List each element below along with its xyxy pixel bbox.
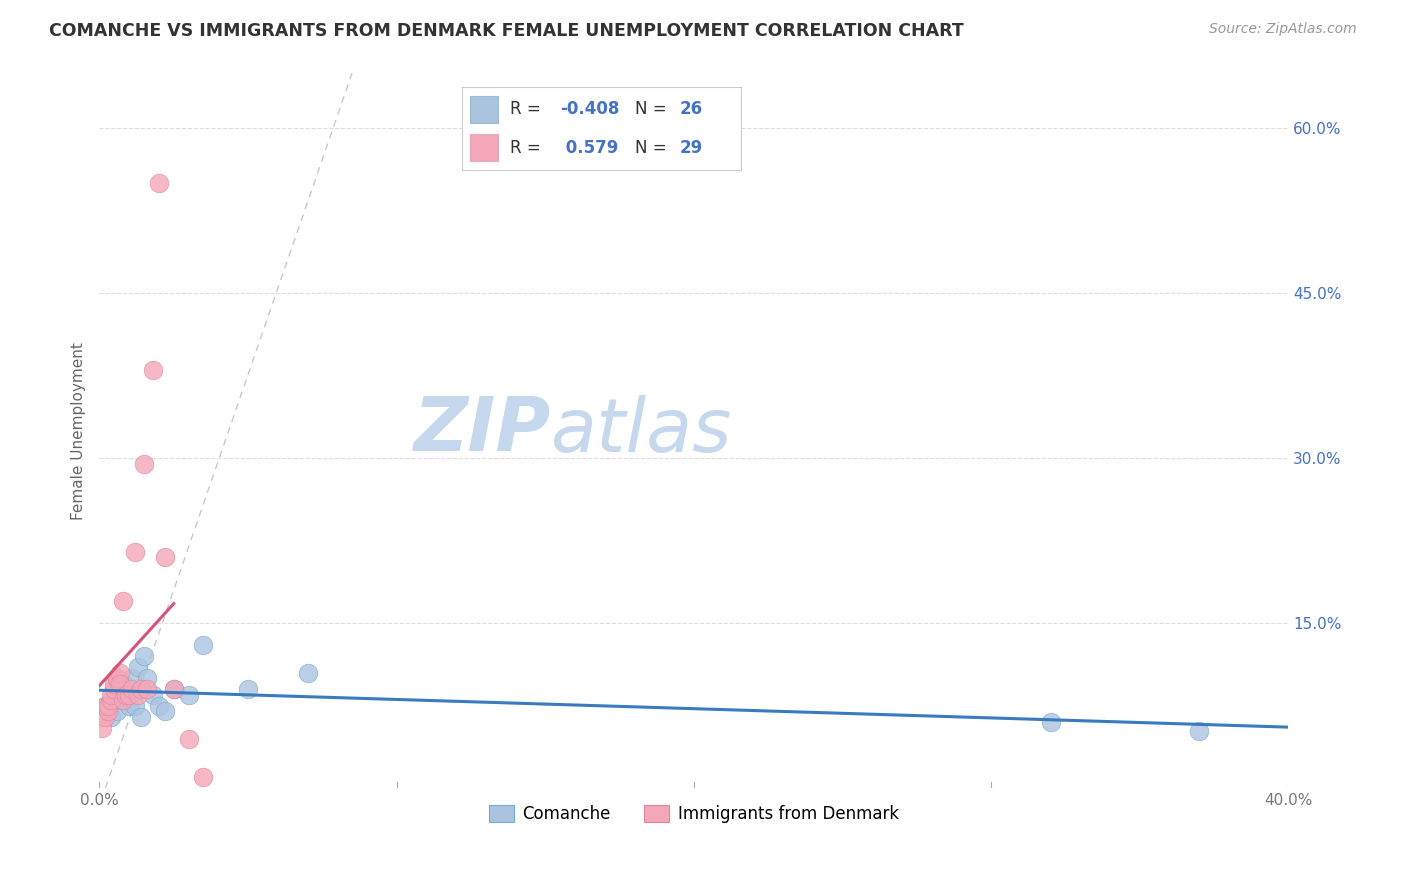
Point — [97, 698, 120, 713]
Point — [129, 682, 152, 697]
Point — [112, 693, 135, 707]
Point — [105, 676, 128, 690]
Point — [136, 671, 159, 685]
Point — [153, 704, 176, 718]
Legend: Comanche, Immigrants from Denmark: Comanche, Immigrants from Denmark — [482, 798, 905, 830]
Point — [132, 649, 155, 664]
Text: Source: ZipAtlas.com: Source: ZipAtlas.com — [1209, 22, 1357, 37]
Y-axis label: Female Unemployment: Female Unemployment — [72, 342, 86, 519]
Point — [105, 704, 128, 718]
Point — [1188, 723, 1211, 738]
Point — [115, 688, 138, 702]
Point — [94, 698, 117, 713]
Text: ZIP: ZIP — [413, 394, 551, 467]
Text: COMANCHE VS IMMIGRANTS FROM DENMARK FEMALE UNEMPLOYMENT CORRELATION CHART: COMANCHE VS IMMIGRANTS FROM DENMARK FEMA… — [49, 22, 965, 40]
Point — [112, 688, 135, 702]
Point — [100, 693, 122, 707]
Point — [127, 688, 149, 702]
Point — [148, 698, 170, 713]
Point — [105, 671, 128, 685]
Point — [100, 688, 122, 702]
Point — [177, 731, 200, 746]
Point — [110, 693, 132, 707]
Point — [118, 688, 141, 702]
Point — [297, 665, 319, 680]
Point — [103, 676, 125, 690]
Point — [118, 698, 141, 713]
Point — [105, 671, 128, 685]
Point — [163, 682, 186, 697]
Point — [112, 676, 135, 690]
Point — [103, 682, 125, 697]
Point — [94, 709, 117, 723]
Point — [103, 693, 125, 707]
Point — [112, 594, 135, 608]
Point — [177, 688, 200, 702]
Point — [124, 698, 146, 713]
Point — [193, 770, 215, 784]
Point — [163, 682, 186, 697]
Point — [136, 682, 159, 697]
Point — [94, 698, 117, 713]
Point — [193, 638, 215, 652]
Point — [100, 709, 122, 723]
Point — [91, 721, 114, 735]
Point — [124, 544, 146, 558]
Point — [97, 704, 120, 718]
Point — [129, 709, 152, 723]
Point — [236, 682, 259, 697]
Point — [115, 682, 138, 697]
Text: atlas: atlas — [551, 394, 733, 467]
Point — [110, 665, 132, 680]
Point — [153, 550, 176, 565]
Point — [121, 682, 143, 697]
Point — [142, 688, 165, 702]
Point — [148, 176, 170, 190]
Point — [132, 457, 155, 471]
Point — [1039, 715, 1062, 730]
Point — [121, 671, 143, 685]
Point — [110, 676, 132, 690]
Point — [127, 660, 149, 674]
Point — [142, 363, 165, 377]
